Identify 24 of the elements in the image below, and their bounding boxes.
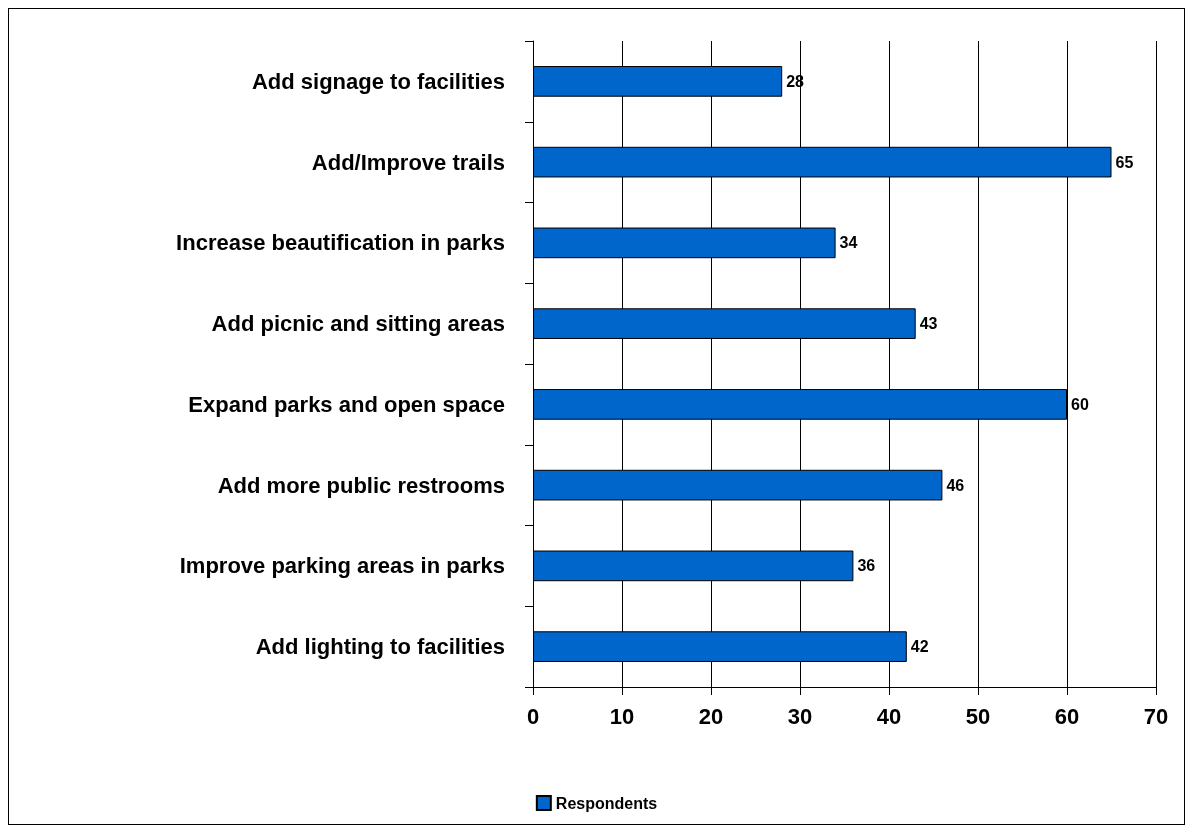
data-label: 46	[946, 476, 965, 494]
data-label: 34	[839, 234, 858, 252]
x-tick-label: 40	[876, 703, 902, 729]
y-tick-label: Add picnic and sitting areas	[211, 311, 505, 337]
x-tick-label: 10	[609, 703, 635, 729]
x-tick-label: 0	[526, 703, 540, 729]
x-tick-label: 20	[698, 703, 724, 729]
x-tick-label: 60	[1054, 703, 1080, 729]
y-tick-label: Expand parks and open space	[188, 391, 505, 417]
y-tick-label: Add more public restrooms	[217, 472, 505, 498]
data-label: 60	[1071, 395, 1089, 413]
y-tick-label: Add/Improve trails	[311, 149, 505, 175]
legend-label: Respondents	[555, 794, 658, 812]
x-tick-label: 30	[787, 703, 813, 729]
y-tick-label: Add signage to facilities	[251, 68, 505, 94]
x-tick-label: 50	[965, 703, 991, 729]
data-label: 36	[857, 557, 876, 575]
data-label: 43	[919, 315, 938, 333]
x-tick-label: 70	[1143, 703, 1169, 729]
y-tick-label: Add lighting to facilities	[255, 634, 505, 660]
y-tick-label: Increase beautification in parks	[176, 230, 505, 256]
data-label: 42	[910, 638, 929, 656]
data-label: 65	[1115, 153, 1134, 171]
y-tick-label: Improve parking areas in parks	[179, 553, 505, 579]
